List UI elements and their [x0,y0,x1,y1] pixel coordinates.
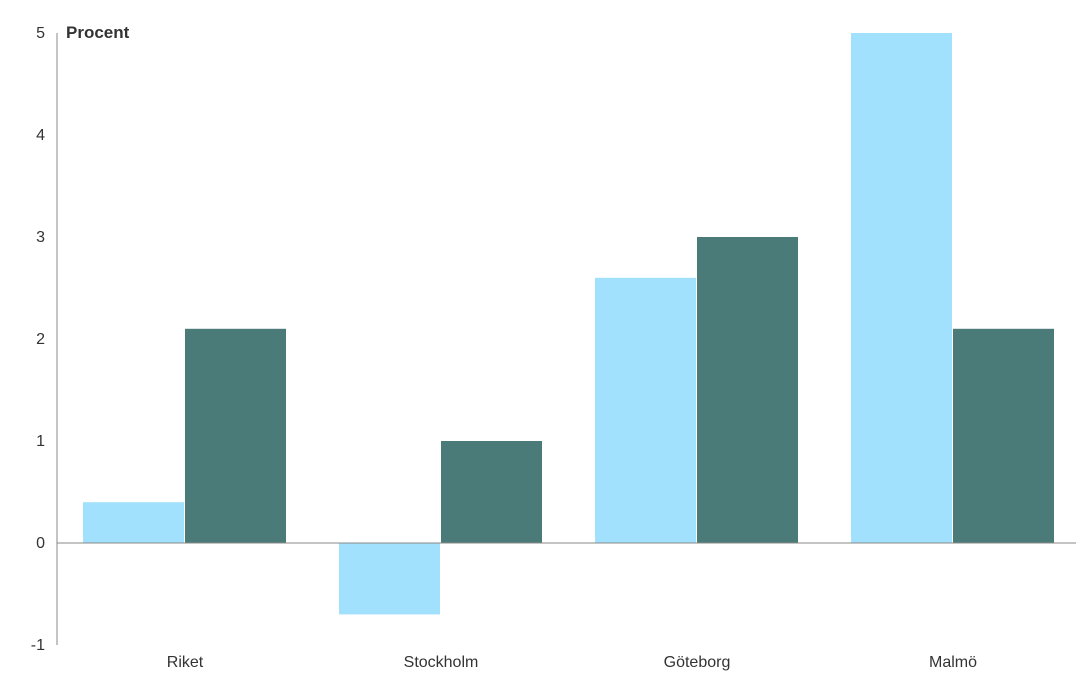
bar-stockholm-series-1 [339,543,440,615]
bar-göteborg-series-1 [595,277,696,543]
x-axis: Riket Stockholm Göteborg Malmö [57,542,1076,671]
y-axis-title: Procent [66,23,130,42]
x-category-label: Riket [167,654,204,671]
y-axis: 5 4 3 2 1 0 -1 [31,25,58,654]
y-tick-label: 1 [36,433,45,450]
y-tick-label: 0 [36,535,45,552]
bar-riket-series-1 [83,502,184,543]
y-tick-label: 3 [36,229,45,246]
bar-malmö-series-1 [851,33,952,543]
bar-riket-series-2 [185,328,286,543]
x-category-label: Malmö [929,654,977,671]
x-category-label: Stockholm [404,654,479,671]
y-tick-label: 5 [36,25,45,42]
y-tick-label: -1 [31,637,45,654]
bar-stockholm-series-2 [441,441,542,543]
bar-malmö-series-2 [953,328,1054,543]
bar-göteborg-series-2 [697,237,798,543]
bars [83,33,1054,615]
y-tick-label: 2 [36,331,45,348]
y-tick-label: 4 [36,127,45,144]
x-category-label: Göteborg [664,654,731,671]
